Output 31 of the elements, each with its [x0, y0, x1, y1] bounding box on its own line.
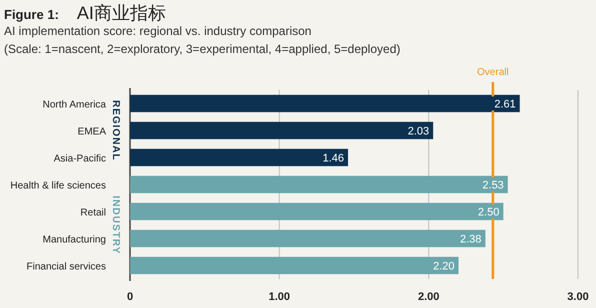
data-label: 2.38 [460, 234, 482, 246]
y-tick-label: North America [42, 100, 106, 110]
y-tick-label: Financial services [26, 262, 106, 272]
y-tick-label: EMEA [78, 126, 106, 138]
data-label: 2.53 [482, 180, 504, 192]
y-tick-label: Manufacturing [42, 234, 106, 246]
x-tick-label: 2.00 [418, 291, 440, 303]
ref-line-label: Overall [477, 67, 509, 78]
data-label: 2.03 [408, 126, 430, 138]
text: (Scale: 1=nascent, 2=exploratory, 3=experimental, 4=applied, 5=deployed) [4, 42, 400, 56]
chart-title: Figure 1: AI商业指标 [4, 3, 166, 23]
bar [130, 230, 486, 248]
data-label: 2.50 [478, 206, 500, 218]
y-tick-label: Asia-Pacific [54, 154, 106, 164]
bar [130, 148, 348, 166]
y-tick-label: Health & life sciences [10, 180, 106, 192]
bar [130, 202, 504, 220]
text: REGIONAL [110, 100, 121, 161]
data-label: 2.61 [494, 98, 516, 110]
y-tick-label: Retail [80, 208, 106, 218]
data-label: 2.20 [433, 260, 455, 272]
bar [130, 256, 459, 274]
x-tick-label: 0 [126, 291, 134, 303]
bar [130, 176, 508, 194]
x-tick-label: 3.00 [567, 291, 589, 303]
bar [130, 122, 434, 140]
text: INDUSTRY [110, 196, 121, 254]
chart-subtitle: AI implementation score: regional vs. industry comparison [4, 24, 312, 38]
bar [130, 94, 520, 112]
data-label: 1.46 [322, 152, 344, 164]
x-tick-label: 1.00 [268, 291, 290, 303]
